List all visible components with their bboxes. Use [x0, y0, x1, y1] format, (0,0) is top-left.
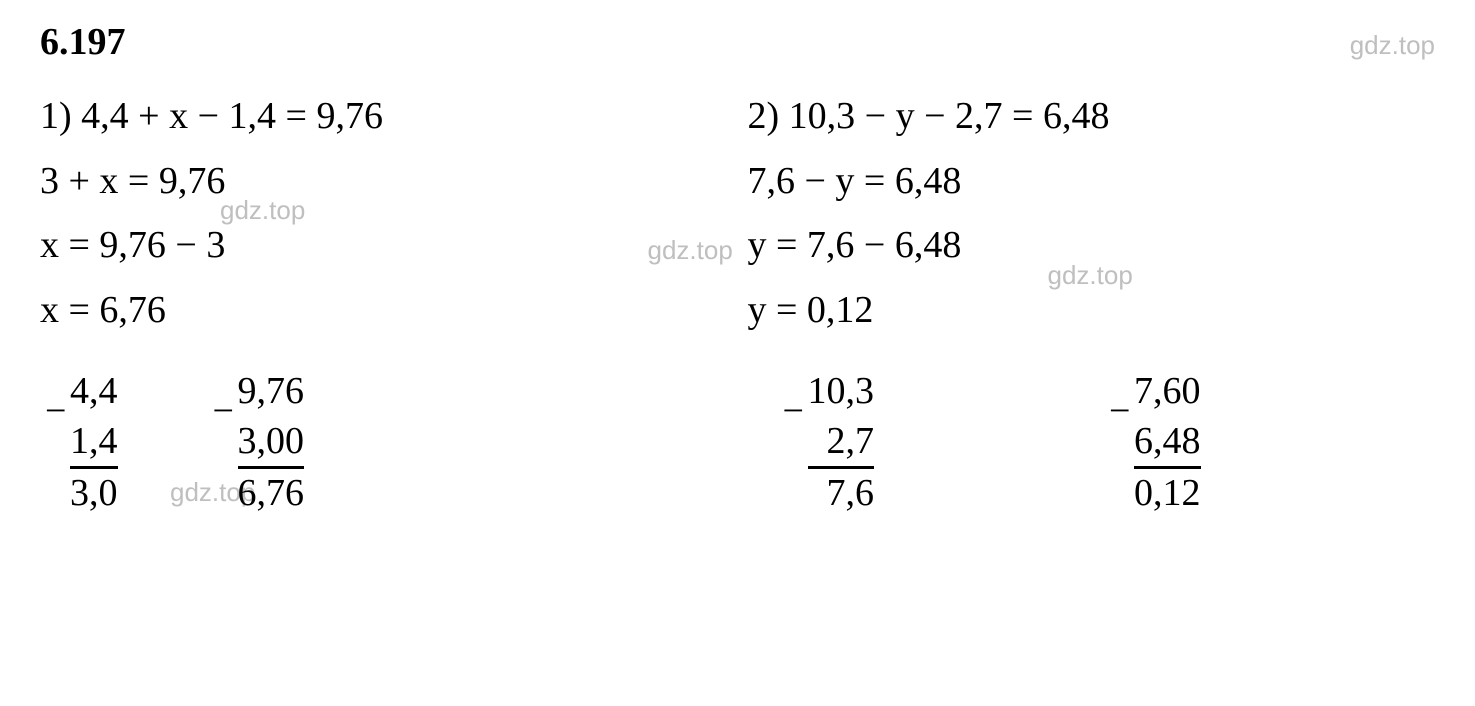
minus-sign: −: [783, 389, 804, 433]
right-eq3-row: gdz.top y = 7,6 − 6,48 gdz.top: [748, 213, 1436, 278]
left-calc2-bottom: 3,00: [238, 417, 305, 469]
left-eq1: 4,4 + x − 1,4 = 9,76: [81, 95, 383, 137]
left-eq1-row: 1) 4,4 + x − 1,4 = 9,76: [40, 84, 728, 149]
left-eq3: x = 9,76 − 3: [40, 224, 225, 266]
minus-sign: −: [1109, 389, 1130, 433]
left-calc-row: − 4,4 1,4 3,0 gdz.top − 9,76 3,00 6,76: [40, 367, 728, 518]
minus-sign: −: [213, 389, 234, 433]
watermark-mid-right-a: gdz.top: [648, 228, 733, 272]
right-eq2: 7,6 − y = 6,48: [748, 149, 1436, 214]
right-calc1: − 10,3 2,7 7,6: [808, 367, 875, 518]
left-calc1-top: 4,4: [70, 367, 118, 416]
left-calc2-result: 6,76: [238, 469, 305, 518]
right-calc1-result: 7,6: [808, 469, 875, 518]
left-eq2: 3 + x = 9,76: [40, 149, 728, 214]
right-calc2-bottom: 6,48: [1134, 417, 1201, 469]
right-eq1-row: 2) 10,3 − y − 2,7 = 6,48: [748, 84, 1436, 149]
watermark-top: gdz.top: [1350, 30, 1435, 61]
left-eq3-row: gdz.top x = 9,76 − 3: [40, 213, 728, 278]
right-calc2-top: 7,60: [1134, 367, 1201, 416]
right-eq1: 10,3 − y − 2,7 = 6,48: [789, 95, 1110, 137]
right-calc1-top: 10,3: [808, 367, 875, 416]
right-calc-row: − 10,3 2,7 7,6 − 7,60 6,48 0,12: [748, 367, 1436, 518]
problem-number: 6.197: [40, 20, 126, 64]
right-calc2: − 7,60 6,48 0,12: [1134, 367, 1201, 518]
header-row: 6.197 gdz.top: [40, 20, 1435, 64]
right-calc1-bottom: 2,7: [808, 417, 875, 469]
minus-sign: −: [45, 389, 66, 433]
right-calc2-result: 0,12: [1134, 469, 1201, 518]
right-eq3: y = 7,6 − 6,48: [748, 224, 962, 266]
columns-container: 1) 4,4 + x − 1,4 = 9,76 3 + x = 9,76 gdz…: [40, 84, 1435, 519]
left-calc1-result: 3,0: [70, 469, 118, 518]
left-label: 1): [40, 95, 72, 137]
left-calc1: − 4,4 1,4 3,0: [70, 367, 118, 518]
left-calc2-top: 9,76: [238, 367, 305, 416]
left-calc1-bottom: 1,4: [70, 417, 118, 469]
left-calc2: − 9,76 3,00 6,76: [238, 367, 305, 518]
column-right: 2) 10,3 − y − 2,7 = 6,48 7,6 − y = 6,48 …: [728, 84, 1436, 519]
right-eq4: y = 0,12: [748, 278, 1436, 343]
column-left: 1) 4,4 + x − 1,4 = 9,76 3 + x = 9,76 gdz…: [40, 84, 728, 519]
left-eq4: x = 6,76: [40, 278, 728, 343]
right-label: 2): [748, 95, 780, 137]
watermark-mid-left: gdz.top: [220, 188, 305, 232]
